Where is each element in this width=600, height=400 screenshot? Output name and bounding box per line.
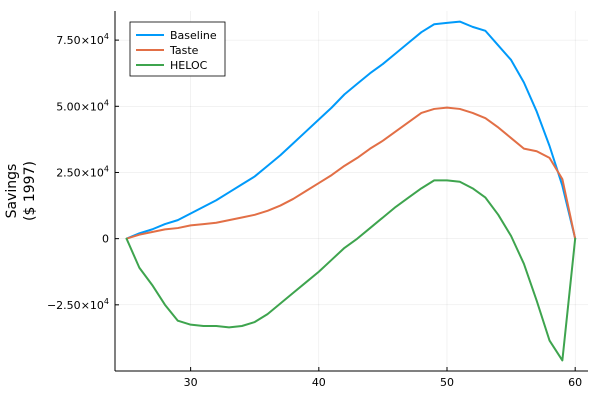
y-axis-title-line: Savings: [4, 164, 20, 219]
y-tick-mantissa: 7.50: [56, 34, 81, 47]
x-tick-label: 30: [184, 376, 198, 389]
legend: Baseline Taste HELOC: [129, 21, 226, 77]
y-tick-mantissa: 5.00: [56, 100, 81, 113]
y-tick-exponent: 4: [104, 98, 109, 107]
y-tick-exponent: 4: [104, 297, 109, 306]
y-axis-title: Savings ($ 1997): [4, 161, 38, 221]
x-tick-label: 40: [312, 376, 326, 389]
legend-label-heloc: HELOC: [170, 59, 208, 72]
y-tick-times: ×10: [81, 34, 104, 47]
series-lines: [125, 20, 577, 362]
series-line-taste: [125, 106, 577, 240]
x-tick-label: 50: [440, 376, 454, 389]
x-tick-label: 60: [568, 376, 582, 389]
y-tick-label: 0: [102, 233, 109, 246]
y-axis-title-line: ($ 1997): [22, 161, 38, 221]
y-tick-mantissa: 2.50: [56, 166, 81, 179]
y-tick-times: ×10: [81, 299, 104, 312]
legend-label-baseline: Baseline: [170, 29, 217, 42]
legend-label-taste: Taste: [169, 44, 199, 57]
y-tick-exponent: 4: [104, 164, 109, 173]
series-line-heloc: [125, 179, 577, 362]
y-tick-mantissa: −2.50: [47, 299, 81, 312]
y-tick-label: 2.50×104: [56, 164, 109, 179]
y-tick-times: ×10: [81, 100, 104, 113]
series-line-baseline: [125, 20, 577, 240]
y-tick-label: 7.50×104: [56, 32, 109, 47]
x-axis-ticks: 30 40 50 60: [184, 367, 582, 389]
y-tick-label: 5.00×104: [56, 98, 109, 113]
plot-frame: [114, 11, 588, 372]
y-tick-exponent: 4: [104, 32, 109, 41]
y-tick-label: −2.50×104: [47, 297, 109, 312]
y-tick-times: ×10: [81, 166, 104, 179]
y-axis-label: Savings ($ 1997): [4, 161, 38, 221]
